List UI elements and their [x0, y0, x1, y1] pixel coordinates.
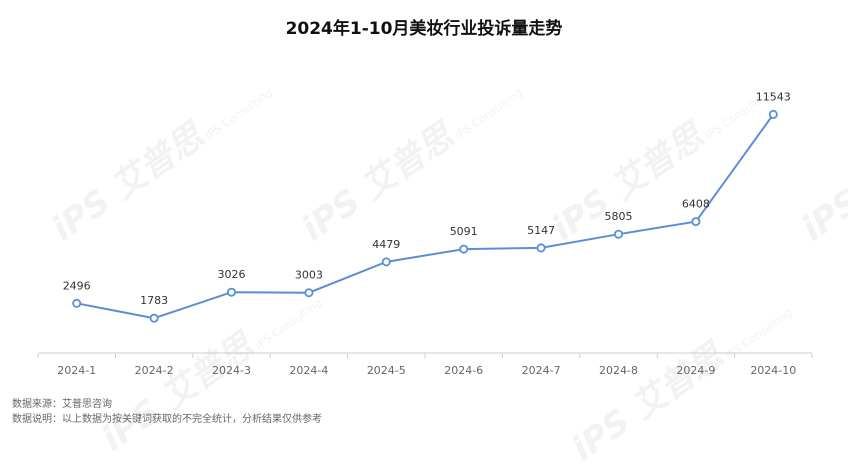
x-tick-labels: 2024-1 2024-2 2024-3 2024-4 2024-5 2024-6 2024… — [57, 364, 796, 377]
x-axis-ticks — [37, 353, 813, 358]
data-label: 2496 — [63, 279, 91, 292]
x-tick-label: 2024-3 — [212, 364, 251, 377]
data-points — [72, 109, 778, 323]
x-tick-label: 2024-6 — [444, 364, 483, 377]
x-tick-label: 2024-10 — [750, 364, 796, 377]
data-label: 6408 — [682, 198, 710, 211]
data-label: 5091 — [450, 225, 478, 238]
data-point — [459, 244, 469, 254]
data-note: 数据说明：以上数据为按关键词获取的不完全统计，分析结果仅供参考 — [12, 414, 322, 425]
series-line — [76, 113, 775, 320]
chart-title: 2024年1-10月美妆行业投诉量走势 — [285, 19, 563, 39]
x-tick-label: 2024-8 — [599, 364, 638, 377]
data-point — [304, 288, 314, 298]
data-point — [226, 287, 236, 297]
data-point — [614, 229, 624, 239]
data-point — [381, 257, 391, 267]
data-label: 5805 — [605, 210, 633, 223]
x-tick-label: 2024-4 — [289, 364, 328, 377]
data-label: 4479 — [372, 238, 400, 251]
x-tick-label: 2024-1 — [57, 364, 96, 377]
data-labels: 2496 1783 3026 3003 4479 5091 5147 5805 6408 1154… — [63, 90, 791, 307]
data-point — [768, 109, 778, 119]
data-point — [149, 313, 159, 323]
x-tick-label: 2024-9 — [676, 364, 715, 377]
line-chart: 2496 1783 3026 3003 4479 5091 5147 5805 6408 1154… — [37, 90, 813, 377]
data-point — [72, 298, 82, 308]
x-tick-label: 2024-2 — [135, 364, 174, 377]
data-label: 5147 — [527, 224, 555, 237]
data-label: 3003 — [295, 269, 323, 282]
data-label: 11543 — [756, 90, 791, 103]
data-point — [536, 243, 546, 253]
data-point — [691, 217, 701, 227]
x-tick-label: 2024-5 — [367, 364, 406, 377]
source-note: 数据来源：艾普思咨询 — [12, 399, 112, 410]
x-tick-label: 2024-7 — [522, 364, 561, 377]
data-label: 3026 — [218, 268, 246, 281]
data-label: 1783 — [140, 294, 168, 307]
